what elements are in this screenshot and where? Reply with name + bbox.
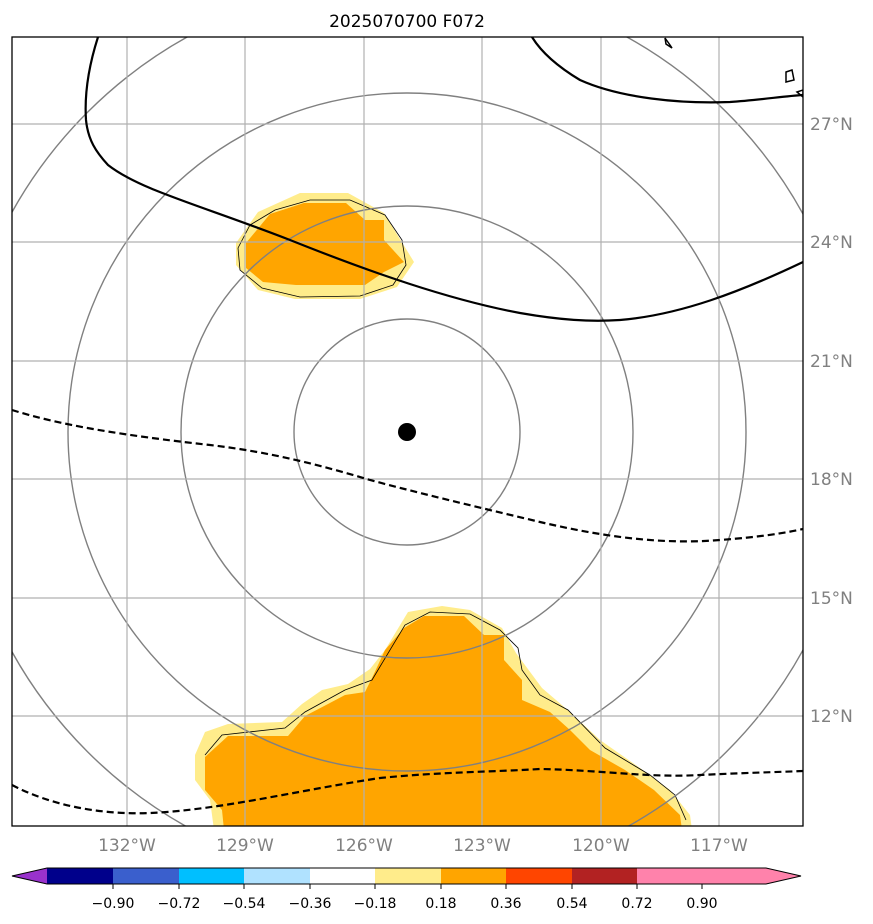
colorbar-ticks <box>112 884 703 889</box>
range-ring-1 <box>293 318 521 546</box>
lon-label-132: 132°W <box>98 836 156 856</box>
dashed-contour-middle <box>12 408 803 543</box>
lat-label-18: 18°N <box>810 470 853 490</box>
range-rings <box>12 37 803 826</box>
cb-label-1: −0.90 <box>92 896 135 912</box>
cb-label-10: 0.90 <box>686 896 717 912</box>
dashed-contours <box>12 408 803 815</box>
lon-label-129: 129°W <box>216 836 274 856</box>
colorbar-segment-6 <box>375 868 441 884</box>
cb-label-2: −0.72 <box>158 896 201 912</box>
cb-label-8: 0.54 <box>556 896 587 912</box>
cb-label-6: 0.18 <box>425 896 456 912</box>
range-ring-2 <box>180 205 634 659</box>
colorbar: −0.90 −0.72 −0.54 −0.36 −0.18 0.18 0.36 … <box>11 867 802 912</box>
range-ring-3 <box>67 92 747 772</box>
lon-label-120: 120°W <box>572 836 630 856</box>
longitude-labels: 132°W 129°W 126°W 123°W 120°W 117°W <box>98 836 748 856</box>
island-contour-3 <box>795 89 803 98</box>
solid-contours <box>84 37 803 322</box>
lon-label-126: 126°W <box>335 836 393 856</box>
gridlines <box>12 37 803 826</box>
solid-contour-west <box>84 37 803 322</box>
colorbar-segment-4 <box>244 868 310 884</box>
island-contour-1 <box>664 37 673 49</box>
solid-contour-northeast <box>531 37 803 104</box>
colorbar-segment-2 <box>113 868 179 884</box>
colorbar-extend-low <box>12 868 47 884</box>
figure-title: 2025070700 F072 <box>329 12 485 32</box>
cb-label-9: 0.72 <box>621 896 652 912</box>
lon-label-117: 117°W <box>690 836 748 856</box>
lon-label-123: 123°W <box>453 836 511 856</box>
colorbar-segment-10 <box>637 868 702 884</box>
lat-label-15: 15°N <box>810 589 853 609</box>
colorbar-segment-1 <box>47 868 113 884</box>
lat-label-24: 24°N <box>810 233 853 253</box>
lat-label-12: 12°N <box>810 707 853 727</box>
dashed-contour-south <box>12 767 803 815</box>
lat-label-21: 21°N <box>810 352 853 372</box>
cb-label-3: −0.54 <box>223 896 266 912</box>
colorbar-segment-5 <box>310 868 375 884</box>
cb-label-5: −0.18 <box>354 896 397 912</box>
lat-label-27: 27°N <box>810 115 853 135</box>
colorbar-segment-7 <box>441 868 506 884</box>
map-area <box>11 36 804 827</box>
cb-label-7: 0.36 <box>490 896 521 912</box>
island-contour-2 <box>785 69 795 83</box>
colorbar-segment-3 <box>179 868 244 884</box>
south-patch-inner-fill <box>205 616 682 826</box>
cb-label-4: −0.36 <box>289 896 332 912</box>
colorbar-outline <box>11 867 802 885</box>
colorbar-extend-high <box>702 868 801 884</box>
storm-center-marker <box>398 423 416 441</box>
latitude-labels: 27°N 24°N 21°N 18°N 15°N 12°N <box>810 115 853 727</box>
colorbar-segment-9 <box>572 868 637 884</box>
south-patch-contour <box>204 611 687 821</box>
map-frame <box>11 36 804 827</box>
colorbar-tick-labels: −0.90 −0.72 −0.54 −0.36 −0.18 0.18 0.36 … <box>92 896 718 912</box>
colorbar-segment-8 <box>506 868 572 884</box>
north-patch-contour <box>237 199 407 298</box>
